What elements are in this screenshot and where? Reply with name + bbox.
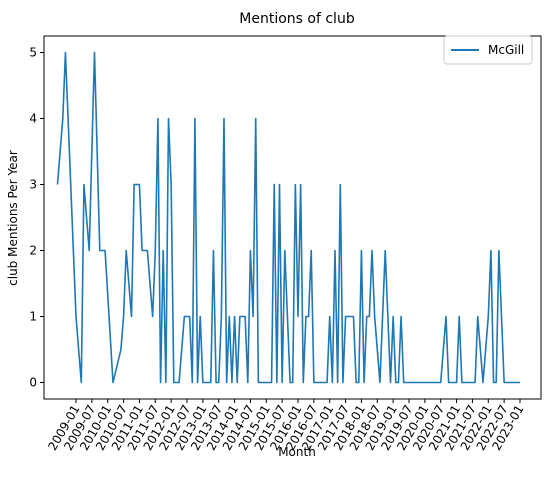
x-axis-label: Month — [278, 445, 316, 459]
y-tick-label: 3 — [29, 178, 37, 192]
y-tick-label: 0 — [29, 376, 37, 390]
y-axis-label: club Mentions Per Year — [6, 150, 20, 286]
y-tick-label: 4 — [29, 112, 37, 126]
plot-area: 0123452009-012009-072010-012010-072011-0… — [29, 35, 542, 453]
legend-frame — [443, 35, 533, 65]
y-tick-label: 5 — [29, 46, 37, 60]
axes-frame — [43, 35, 542, 400]
y-tick-label: 2 — [29, 244, 37, 258]
legend: McGill — [443, 35, 533, 65]
series-line-mcgill — [56, 51, 520, 384]
chart-title: Mentions of club — [239, 11, 355, 27]
legend-label: McGill — [488, 43, 524, 57]
y-tick-label: 1 — [29, 310, 37, 324]
